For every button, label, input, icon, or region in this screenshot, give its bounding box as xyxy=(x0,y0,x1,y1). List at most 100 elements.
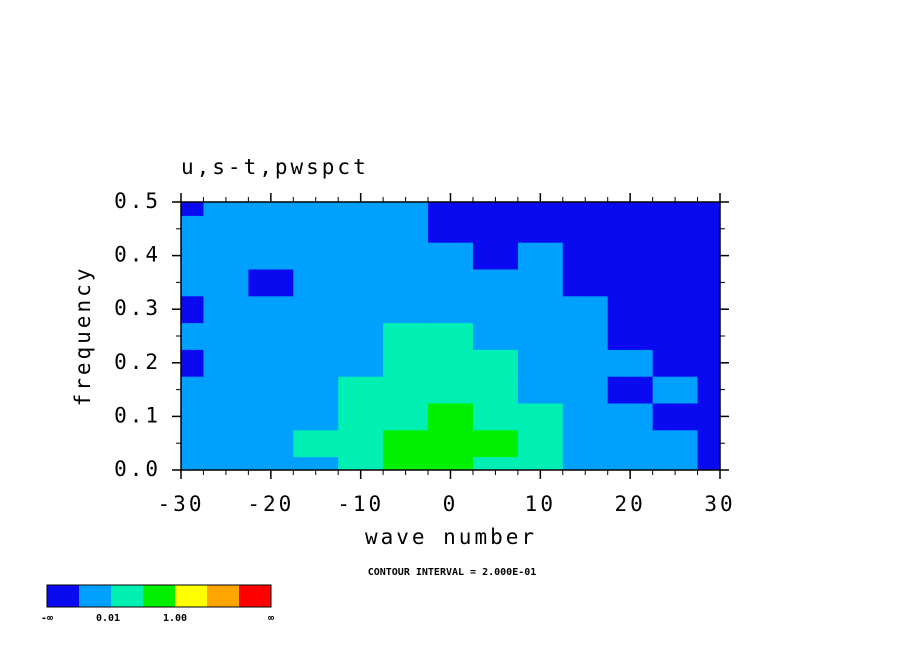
contour-cell xyxy=(338,269,384,297)
contour-cell xyxy=(472,429,519,458)
colorbar-swatch xyxy=(143,585,175,607)
contour-cell xyxy=(203,456,249,470)
x-tick-label: 10 xyxy=(525,492,556,516)
contour-cell xyxy=(562,456,609,470)
contour-cell xyxy=(181,456,204,470)
contour-cell xyxy=(697,202,720,216)
contour-cell xyxy=(562,295,609,324)
contour-cell xyxy=(248,269,294,297)
contour-cell xyxy=(517,456,564,470)
contour-cell xyxy=(248,202,294,216)
contour-cell xyxy=(383,202,429,216)
contour-cell xyxy=(428,322,474,350)
contour-cell xyxy=(248,456,294,470)
colorbar-swatch xyxy=(47,585,79,607)
x-tick-label: 0 xyxy=(443,492,459,516)
y-tick-label: 0.2 xyxy=(114,350,161,374)
contour-cell xyxy=(338,202,384,216)
colorbar-swatch xyxy=(175,585,207,607)
annotation: CONTOUR INTERVAL = 2.000E-01 xyxy=(368,567,537,578)
contour-cell xyxy=(248,242,294,270)
contour-cell xyxy=(338,242,384,270)
contour-cell xyxy=(248,295,294,324)
contour-cell xyxy=(472,403,519,431)
contour-cell xyxy=(203,376,249,404)
contour-cell xyxy=(293,376,339,404)
contour-cell xyxy=(517,242,564,270)
colorbar-label: ∞ xyxy=(268,613,274,624)
contour-cell xyxy=(293,349,339,377)
contour-cell xyxy=(697,376,720,404)
contour-cell xyxy=(697,456,720,470)
contour-cell xyxy=(562,429,609,458)
colorbar-label: 0.01 xyxy=(96,613,120,624)
x-tick-label: -20 xyxy=(247,492,294,516)
contour-cell xyxy=(472,322,519,350)
contour-cell xyxy=(697,429,720,458)
contour-cell xyxy=(472,456,519,470)
y-tick-label: 0.5 xyxy=(114,189,161,213)
contour-cell xyxy=(293,456,339,470)
contour-field xyxy=(181,202,720,470)
contour-cell xyxy=(383,349,429,377)
chart-title: u,s-t,pwspct xyxy=(181,155,369,179)
contour-cell xyxy=(607,403,654,431)
contour-cell xyxy=(203,242,249,270)
contour-cell xyxy=(517,295,564,324)
contour-cell xyxy=(607,429,654,458)
contour-cell xyxy=(697,295,720,324)
contour-cell xyxy=(607,269,654,297)
contour-cell xyxy=(203,349,249,377)
contour-cell xyxy=(562,349,609,377)
contour-cell xyxy=(293,403,339,431)
contour-cell xyxy=(652,403,699,431)
contour-cell xyxy=(428,456,474,470)
y-tick-label: 0.0 xyxy=(114,457,161,481)
contour-cell xyxy=(383,295,429,324)
contour-cell xyxy=(562,215,609,243)
y-tick-label: 0.1 xyxy=(114,403,161,427)
contour-cell xyxy=(517,269,564,297)
contour-cell xyxy=(203,295,249,324)
contour-cell xyxy=(697,242,720,270)
contour-cell xyxy=(652,295,699,324)
contour-cell xyxy=(697,215,720,243)
contour-cell xyxy=(248,429,294,458)
y-tick-label: 0.4 xyxy=(114,243,161,267)
x-tick-label: 20 xyxy=(615,492,646,516)
contour-cell xyxy=(181,269,204,297)
contour-cell xyxy=(203,429,249,458)
contour-cell xyxy=(607,202,654,216)
contour-cell xyxy=(181,242,204,270)
contour-cell xyxy=(472,202,519,216)
contour-cell xyxy=(652,429,699,458)
contour-cell xyxy=(472,295,519,324)
x-tick-label: -10 xyxy=(337,492,384,516)
contour-cell xyxy=(181,322,204,350)
contour-cell xyxy=(181,349,204,377)
contour-cell xyxy=(383,429,429,458)
colorbar-swatch xyxy=(239,585,271,607)
contour-cell xyxy=(517,403,564,431)
contour-cell xyxy=(428,403,474,431)
contour-cell xyxy=(338,322,384,350)
contour-cell xyxy=(697,403,720,431)
y-axis-label: frequency xyxy=(71,266,95,407)
contour-cell xyxy=(383,215,429,243)
contour-cell xyxy=(697,349,720,377)
contour-cell xyxy=(607,215,654,243)
contour-cell xyxy=(428,215,474,243)
contour-cell xyxy=(203,202,249,216)
contour-cell xyxy=(181,429,204,458)
contour-cell xyxy=(181,215,204,243)
contour-cell xyxy=(562,202,609,216)
contour-cell xyxy=(338,295,384,324)
contour-cell xyxy=(248,322,294,350)
contour-cell xyxy=(248,403,294,431)
contour-cell xyxy=(293,215,339,243)
contour-cell xyxy=(517,202,564,216)
x-tick-label: 30 xyxy=(704,492,735,516)
contour-cell xyxy=(203,403,249,431)
contour-cell xyxy=(607,322,654,350)
contour-cell xyxy=(428,295,474,324)
